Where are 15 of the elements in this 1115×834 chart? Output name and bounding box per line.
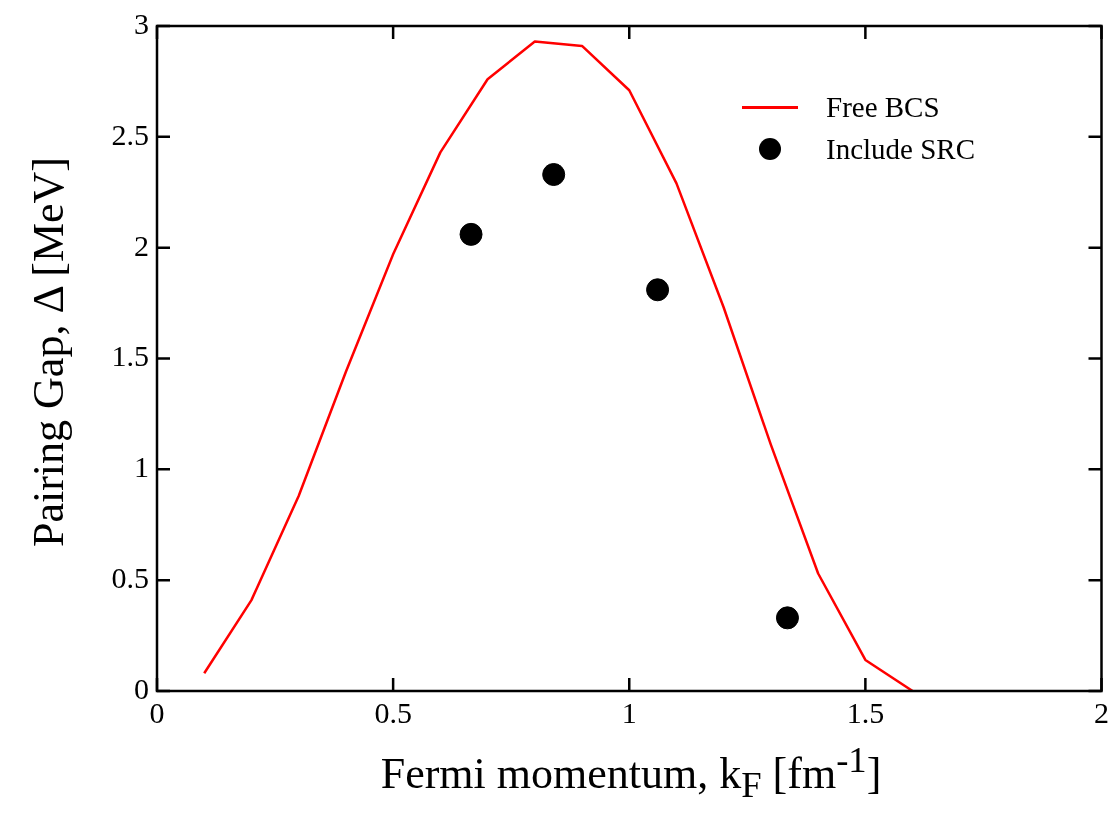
y-tick-label: 1 xyxy=(134,450,149,484)
y-tick-label: 3 xyxy=(134,6,149,40)
x-tick-label: 0.5 xyxy=(374,695,412,729)
y-tick-label: 2 xyxy=(134,228,149,262)
x-axis-title: Fermi momentum, k$_{F}$ [fm$^{-1}$] xyxy=(379,738,883,807)
y-tick-label: 0.5 xyxy=(111,561,149,595)
y-tick-label: 2.5 xyxy=(111,117,149,151)
legend-label: Free BCS xyxy=(826,90,940,124)
y-axis-title: Pairing Gap, Δ [MeV] xyxy=(22,156,74,548)
y-tick-label: 1.5 xyxy=(111,339,149,373)
x-tick-label: 2 xyxy=(1094,695,1109,729)
x-tick-label: 1 xyxy=(621,695,637,729)
y-tick-label: 0 xyxy=(134,671,149,705)
legend-label: Include SRC xyxy=(826,132,976,166)
x-tick-label: 1.5 xyxy=(846,695,885,729)
